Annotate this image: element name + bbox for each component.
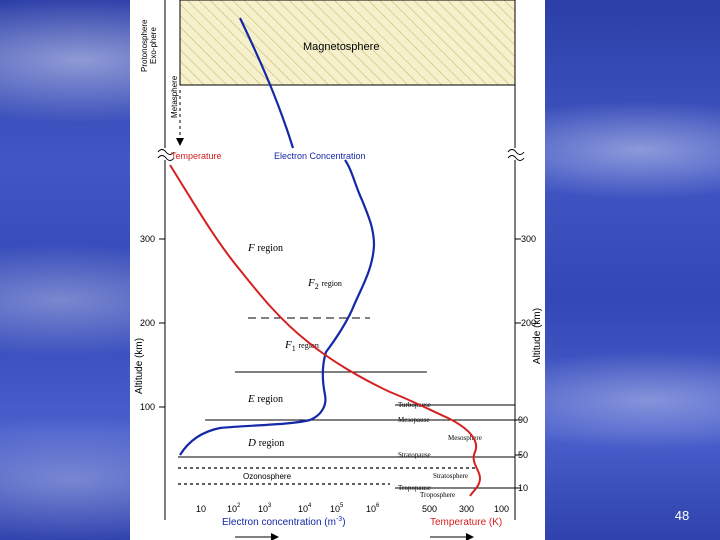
left-tick-100: 100: [140, 402, 155, 412]
svg-text:100: 100: [494, 504, 509, 514]
label-temperature-curve: Temperature: [171, 151, 222, 161]
magnetosphere-box: [179, 0, 516, 86]
bottom-right-axis-label: Temperature (K): [430, 517, 502, 528]
label-stratopause: Stratopause: [398, 451, 431, 459]
right-tick-200: 200: [521, 318, 536, 328]
label-ozonosphere: Ozonosphere: [243, 472, 292, 481]
right-tick-10: 10: [518, 483, 528, 493]
left-tick-200: 200: [140, 318, 155, 328]
svg-text:105: 105: [330, 503, 344, 514]
left-axis-ticks: [159, 238, 165, 408]
label-mesopause: Mesopause: [398, 416, 430, 424]
right-axis-label: Altitude (km): [532, 308, 543, 364]
right-axis-ticks: [515, 238, 521, 489]
electron-concentration-curve: [179, 17, 376, 456]
label-f-region: F region: [247, 242, 283, 254]
svg-text:10: 10: [196, 504, 206, 514]
svg-text:102: 102: [227, 503, 241, 514]
left-axis-label: Altitude (km): [134, 338, 145, 394]
svg-text:500: 500: [422, 504, 437, 514]
label-troposphere: Troposphere: [420, 491, 455, 499]
label-tropopause: Tropopause: [398, 484, 431, 492]
right-axis-line: [507, 0, 525, 520]
left-axis-line: [157, 0, 175, 520]
ozonosphere-band: [178, 467, 478, 485]
svg-text:103: 103: [258, 503, 272, 514]
label-exosphere: Exo-phere: [149, 27, 158, 64]
page-number: 48: [674, 508, 690, 523]
right-tick-90: 90: [518, 415, 528, 425]
svg-text:106: 106: [366, 503, 380, 514]
label-f2-region: F2 region: [307, 277, 342, 292]
label-d-region: D region: [247, 437, 284, 449]
svg-text:104: 104: [298, 503, 312, 514]
bottom-left-axis-label: Electron concentration (m-3): [222, 516, 346, 528]
right-tick-50: 50: [518, 450, 528, 460]
label-e-region: E region: [247, 393, 283, 405]
left-tick-300: 300: [140, 234, 155, 244]
ionosphere-diagram: Protonosphere Exo-phere Metasphere Magne…: [130, 0, 545, 540]
label-mesosphere: Mesosphere: [448, 434, 482, 442]
label-stratosphere: Stratosphere: [433, 472, 468, 480]
bottom-right-axis-ticks: 500 300 100: [422, 504, 509, 514]
label-f1-region: F1 region: [284, 339, 319, 354]
label-magnetosphere: Magnetosphere: [303, 41, 379, 53]
label-turbopause: Turbopause: [398, 401, 431, 409]
right-tick-300: 300: [521, 234, 536, 244]
svg-text:300: 300: [459, 504, 474, 514]
label-electron-curve: Electron Concentration: [274, 151, 366, 161]
bottom-left-axis-ticks: 10 102 103 104 105 106: [196, 503, 380, 514]
label-metasphere: Metasphere: [170, 75, 179, 118]
temperature-curve: [169, 164, 482, 497]
label-protonosphere: Protonosphere: [140, 19, 149, 72]
